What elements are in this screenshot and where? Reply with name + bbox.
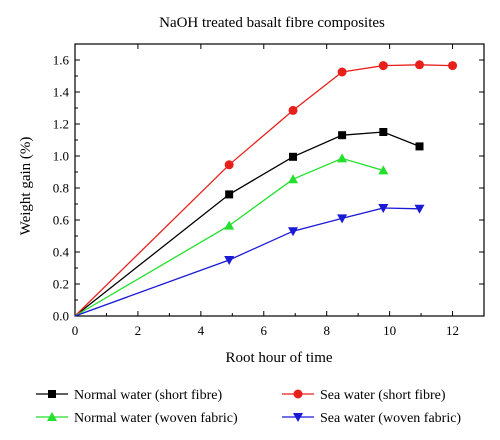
data-point	[415, 142, 424, 151]
data-point	[337, 67, 347, 77]
plot-border	[74, 43, 485, 317]
legend-label: Sea water (short fibre)	[320, 388, 446, 403]
data-point	[288, 105, 298, 115]
plot-frame	[74, 43, 485, 317]
legend-swatch-marker	[293, 389, 303, 399]
series-4	[74, 204, 425, 317]
series-layer	[74, 60, 458, 317]
x-tick-label: 12	[446, 323, 459, 338]
series-line	[74, 64, 453, 317]
y-tick-label: 0.4	[53, 245, 70, 260]
chart-title: NaOH treated basalt fibre composites	[159, 15, 385, 31]
y-tick-label: 0.8	[53, 181, 69, 196]
data-point	[224, 160, 234, 170]
y-tick-label: 0.2	[53, 277, 69, 292]
data-point	[338, 131, 347, 140]
legend-item: Normal water (short fibre)	[36, 388, 222, 403]
data-point	[414, 204, 425, 214]
data-point	[224, 256, 235, 265]
data-point	[337, 214, 348, 224]
legend-swatch-marker	[48, 390, 56, 398]
series-1	[74, 128, 424, 317]
data-point	[224, 220, 235, 230]
legend-swatch-marker	[47, 412, 57, 421]
x-tick-label: 2	[135, 323, 142, 338]
series-2	[74, 60, 458, 317]
legend-item: Sea water (woven fabric)	[282, 411, 461, 426]
x-tick-label: 6	[261, 323, 268, 338]
x-tick-label: 8	[323, 323, 330, 338]
data-point	[288, 174, 299, 184]
y-axis-label: Weight gain (%)	[18, 137, 34, 236]
y-tick-label: 0.0	[53, 309, 69, 324]
data-point	[288, 227, 299, 237]
y-tick-label: 0.6	[53, 213, 70, 228]
series-line	[74, 207, 420, 317]
data-point	[378, 61, 388, 71]
y-tick-label: 1.0	[53, 149, 69, 164]
x-tick-label: 10	[383, 323, 396, 338]
x-tick-label: 0	[72, 323, 79, 338]
y-tick-label: 1.4	[53, 85, 70, 100]
legend-item: Sea water (short fibre)	[282, 388, 446, 403]
series-3	[74, 153, 389, 317]
data-point	[378, 165, 389, 175]
data-point	[225, 190, 234, 199]
data-point	[415, 60, 425, 70]
legend-label: Sea water (woven fabric)	[320, 411, 461, 426]
data-point	[379, 128, 388, 136]
y-tick-label: 1.2	[53, 117, 69, 132]
data-point	[378, 204, 389, 213]
x-tick-label: 4	[198, 323, 205, 338]
series-line	[74, 157, 384, 317]
legend-item: Normal water (woven fabric)	[36, 411, 238, 426]
data-point	[337, 153, 348, 163]
series-line	[74, 131, 420, 317]
x-axis-label: Root hour of time	[225, 350, 332, 366]
y-tick-label: 1.6	[53, 53, 70, 68]
legend-swatch-marker	[293, 413, 303, 422]
legend-label: Normal water (short fibre)	[74, 388, 222, 403]
legend-label: Normal water (woven fabric)	[74, 411, 238, 426]
y-axis: 0.0 0.2 0.4 0.6 0.8 1.0 1.2 1.4 1.6	[53, 43, 484, 324]
data-point	[289, 152, 298, 161]
legend: Normal water (short fibre) Sea water (sho…	[36, 388, 461, 426]
data-point	[448, 61, 458, 71]
x-axis: 0 2 4 6 8 10 12	[72, 44, 459, 338]
